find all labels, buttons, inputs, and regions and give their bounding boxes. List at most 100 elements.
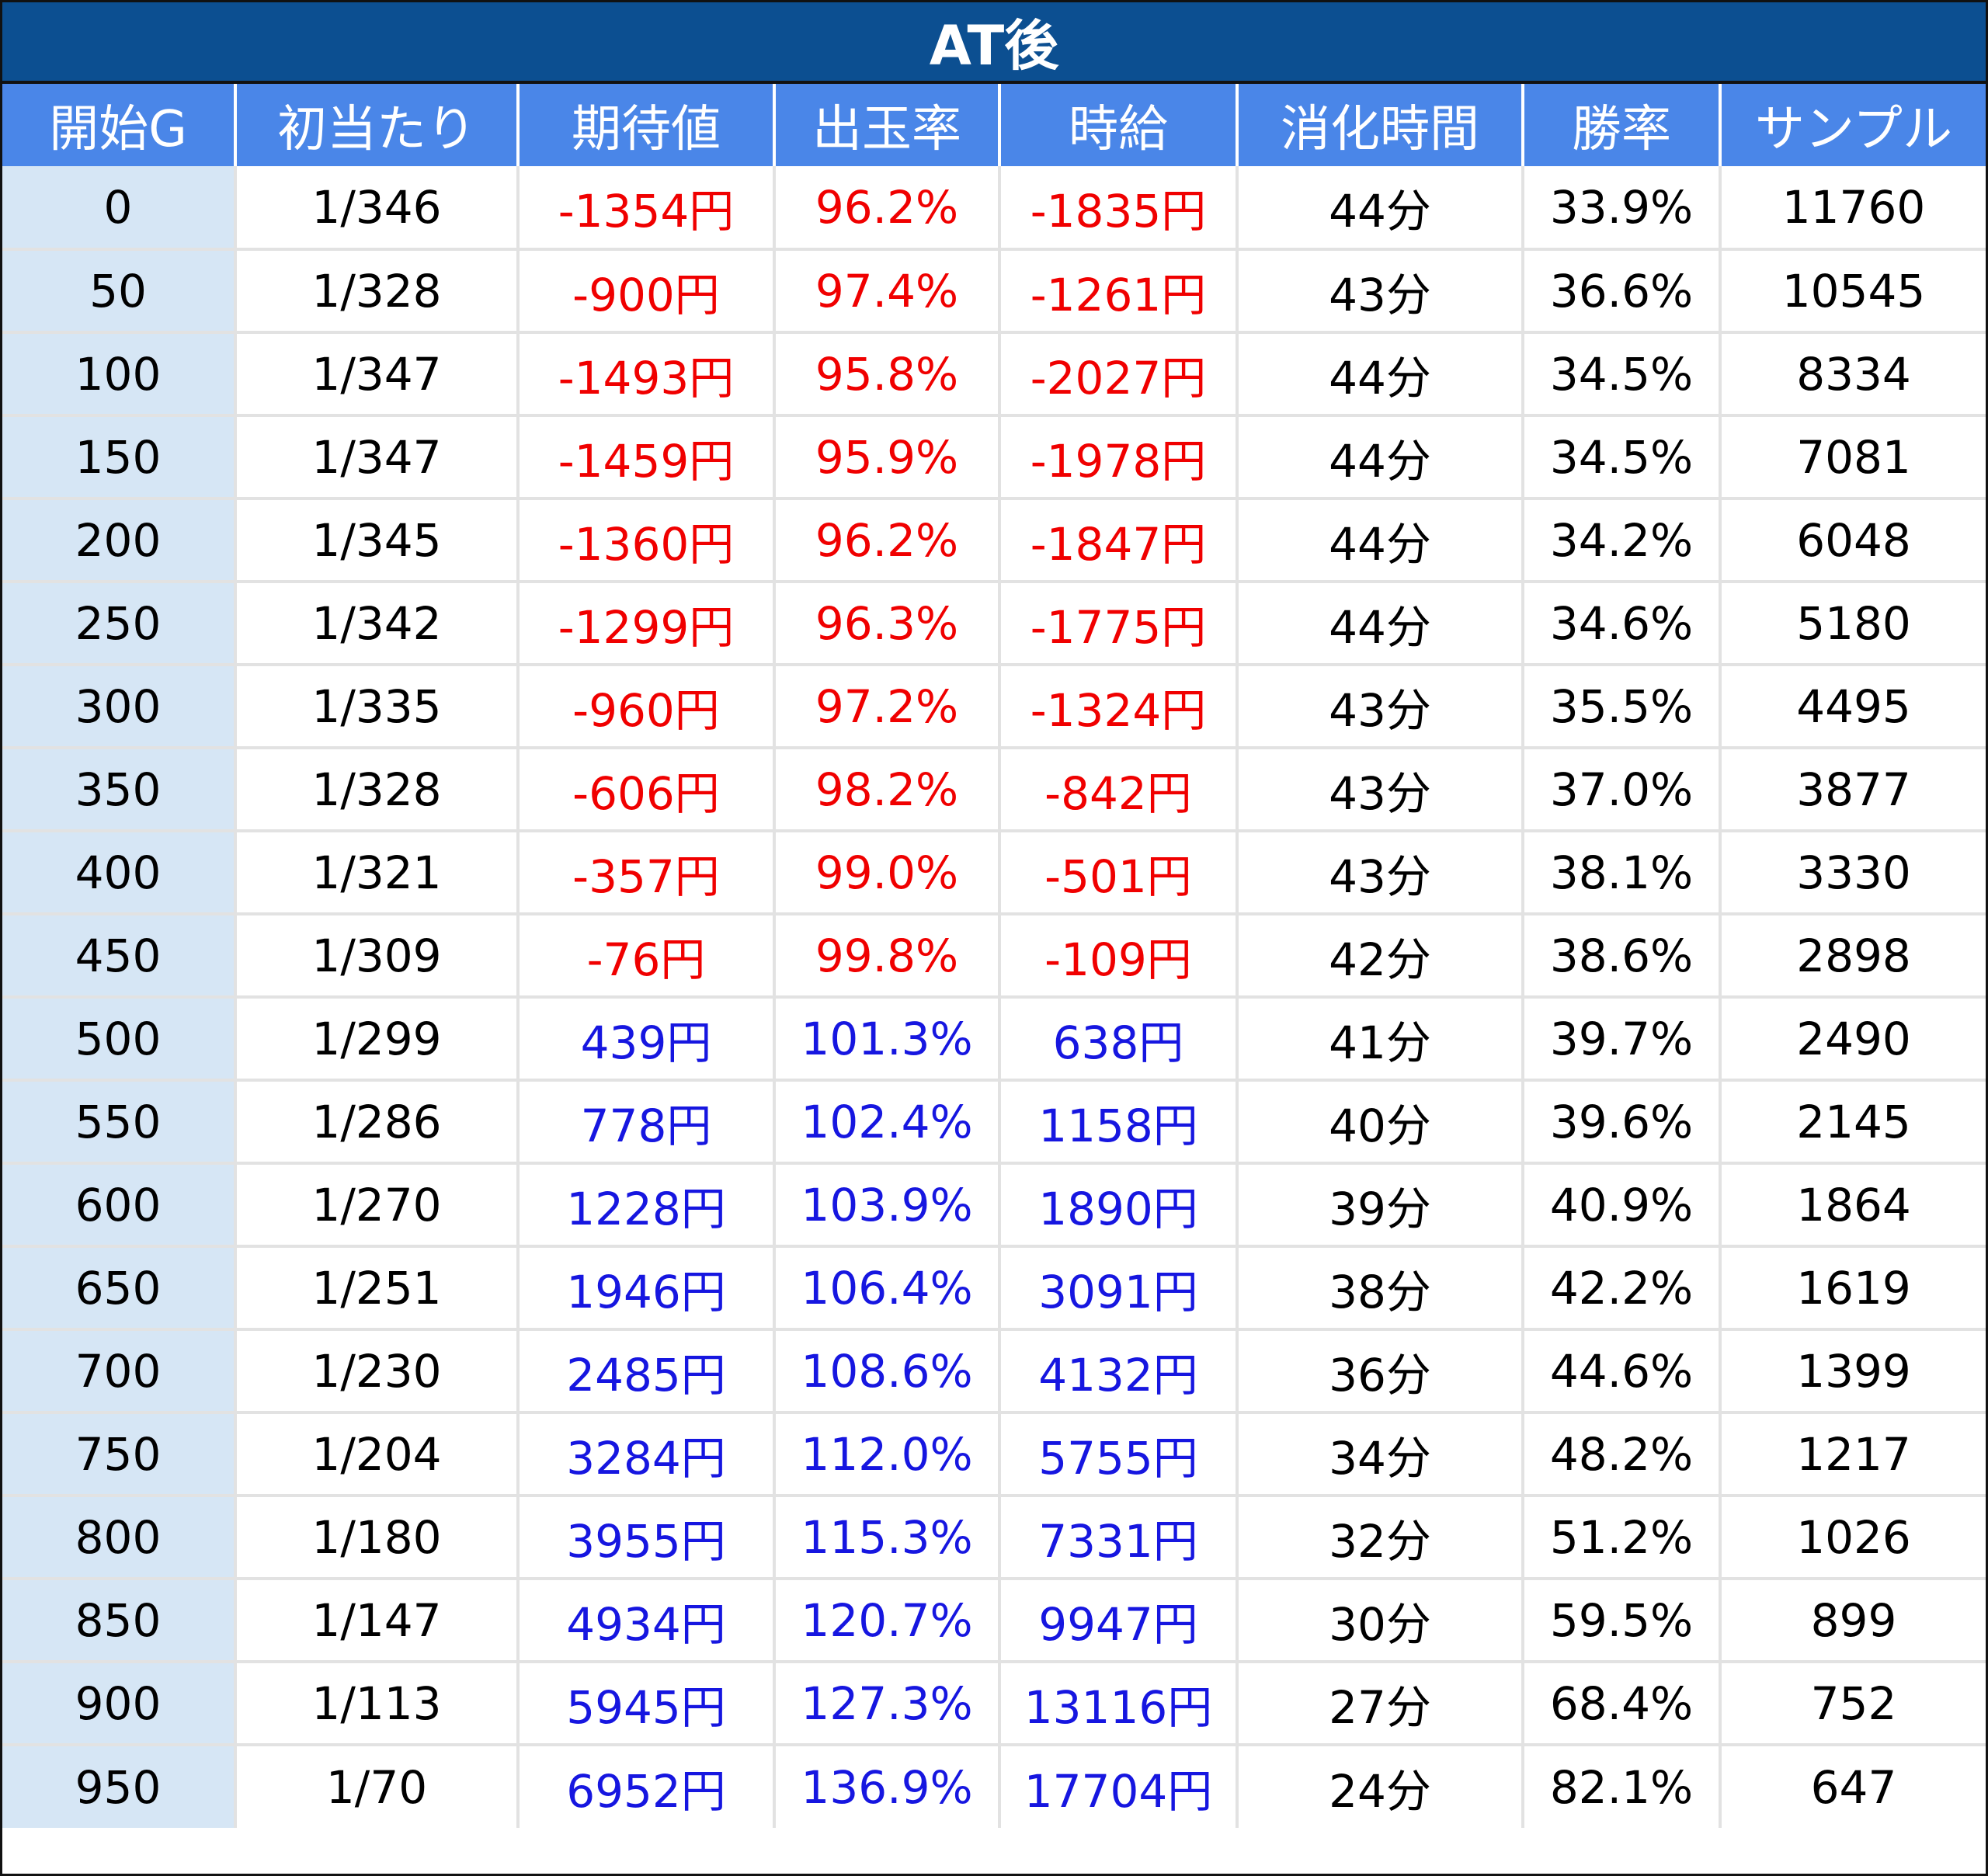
table-cell: 43分 — [1236, 663, 1523, 748]
table-cell: 27分 — [1236, 1660, 1523, 1745]
table-cell: 34.2% — [1521, 497, 1720, 582]
table-cell: 899 — [1719, 1577, 1986, 1662]
table-cell: -1261円 — [998, 248, 1237, 332]
table-cell: 34.5% — [1521, 414, 1720, 499]
table-cell: 38.1% — [1521, 829, 1720, 914]
table-cell: 32分 — [1236, 1494, 1523, 1579]
table-cell: 13116円 — [998, 1660, 1237, 1745]
table-cell: -1324円 — [998, 663, 1237, 748]
start-game-cell: 400 — [2, 829, 235, 914]
table-cell: 34.6% — [1521, 580, 1720, 665]
table-cell: 97.2% — [773, 663, 999, 748]
table-cell: 1026 — [1719, 1494, 1986, 1579]
table-cell: -1835円 — [998, 166, 1237, 249]
table-cell: 44分 — [1236, 580, 1523, 665]
table-cell: 5180 — [1719, 580, 1986, 665]
table-cell: 2145 — [1719, 1079, 1986, 1163]
table-cell: 1158円 — [998, 1079, 1237, 1163]
table-cell: 24分 — [1236, 1743, 1523, 1828]
table-cell: 439円 — [516, 995, 774, 1080]
table-cell: -960円 — [516, 663, 774, 748]
table-cell: 3955円 — [516, 1494, 774, 1579]
table-row: 950 1/70 6952円 136.9% 17704円 24分 82.1% 647 — [2, 1743, 1986, 1828]
start-game-cell: 250 — [2, 580, 235, 665]
table-cell: 1/346 — [234, 166, 518, 249]
column-header: 初当たり — [234, 84, 518, 166]
table-row: 500 1/299 439円 101.3% 638円 41分 39.7% 2490 — [2, 995, 1986, 1080]
table-cell: 1/347 — [234, 414, 518, 499]
table-cell: 1/270 — [234, 1162, 518, 1246]
table-cell: 34分 — [1236, 1411, 1523, 1496]
start-game-cell: 650 — [2, 1245, 235, 1329]
table-cell: 1/321 — [234, 829, 518, 914]
table-cell: 127.3% — [773, 1660, 999, 1745]
table-cell: 35.5% — [1521, 663, 1720, 748]
table-row: 350 1/328 -606円 98.2% -842円 43分 37.0% 3877 — [2, 746, 1986, 831]
table-cell: 106.4% — [773, 1245, 999, 1329]
table-cell: 1/335 — [234, 663, 518, 748]
start-game-cell: 150 — [2, 414, 235, 499]
table-cell: 43分 — [1236, 248, 1523, 332]
table-cell: 1619 — [1719, 1245, 1986, 1329]
table-cell: 43分 — [1236, 746, 1523, 831]
table-cell: 752 — [1719, 1660, 1986, 1745]
start-game-cell: 500 — [2, 995, 235, 1080]
table-cell: 120.7% — [773, 1577, 999, 1662]
table-row: 150 1/347 -1459円 95.9% -1978円 44分 34.5% 7081 — [2, 414, 1986, 499]
table-row: 400 1/321 -357円 99.0% -501円 43分 38.1% 3330 — [2, 829, 1986, 914]
table-cell: 2898 — [1719, 912, 1986, 997]
table-cell: 33.9% — [1521, 166, 1720, 249]
column-header: 時給 — [998, 84, 1237, 166]
table-cell: 34.5% — [1521, 331, 1720, 415]
table-cell: 39.6% — [1521, 1079, 1720, 1163]
table-cell: 1228円 — [516, 1162, 774, 1246]
table-row: 800 1/180 3955円 115.3% 7331円 32分 51.2% 1026 — [2, 1494, 1986, 1579]
table-cell: -1775円 — [998, 580, 1237, 665]
table-cell: -76円 — [516, 912, 774, 997]
table-cell: 8334 — [1719, 331, 1986, 415]
table-cell: -109円 — [998, 912, 1237, 997]
table-cell: 44分 — [1236, 497, 1523, 582]
table-cell: -606円 — [516, 746, 774, 831]
table-cell: 6952円 — [516, 1743, 774, 1828]
table-cell: 1/299 — [234, 995, 518, 1080]
table-body: 0 1/346 -1354円 96.2% -1835円 44分 33.9% 11760 50 1/… — [2, 166, 1986, 1828]
table-cell: 96.3% — [773, 580, 999, 665]
start-game-cell: 450 — [2, 912, 235, 997]
table-cell: 103.9% — [773, 1162, 999, 1246]
table-cell: 6048 — [1719, 497, 1986, 582]
start-game-cell: 50 — [2, 248, 235, 332]
table-cell: 4132円 — [998, 1328, 1237, 1412]
table-cell: 4495 — [1719, 663, 1986, 748]
table-row: 250 1/342 -1299円 96.3% -1775円 44分 34.6% 5180 — [2, 580, 1986, 665]
table-cell: 39分 — [1236, 1162, 1523, 1246]
table-cell: -1354円 — [516, 166, 774, 249]
table-cell: 1/147 — [234, 1577, 518, 1662]
table-cell: 99.0% — [773, 829, 999, 914]
start-game-cell: 100 — [2, 331, 235, 415]
table-cell: 1946円 — [516, 1245, 774, 1329]
column-header: 消化時間 — [1236, 84, 1523, 166]
table-cell: 1217 — [1719, 1411, 1986, 1496]
table-cell: 2485円 — [516, 1328, 774, 1412]
table-cell: 1399 — [1719, 1328, 1986, 1412]
table-cell: -1459円 — [516, 414, 774, 499]
table-cell: -842円 — [998, 746, 1237, 831]
table-cell: 5945円 — [516, 1660, 774, 1745]
table-row: 600 1/270 1228円 103.9% 1890円 39分 40.9% 1864 — [2, 1162, 1986, 1246]
table-cell: 10545 — [1719, 248, 1986, 332]
start-game-cell: 350 — [2, 746, 235, 831]
table-row: 650 1/251 1946円 106.4% 3091円 38分 42.2% 1619 — [2, 1245, 1986, 1329]
table-cell: -357円 — [516, 829, 774, 914]
start-game-cell: 800 — [2, 1494, 235, 1579]
column-header: 開始G — [2, 84, 235, 166]
table-cell: 1/251 — [234, 1245, 518, 1329]
table-row: 550 1/286 778円 102.4% 1158円 40分 39.6% 2145 — [2, 1079, 1986, 1163]
table-cell: 48.2% — [1521, 1411, 1720, 1496]
table-cell: -1299円 — [516, 580, 774, 665]
table-cell: 647 — [1719, 1743, 1986, 1828]
table-cell: 44分 — [1236, 166, 1523, 249]
table-cell: 3091円 — [998, 1245, 1237, 1329]
table-cell: -1978円 — [998, 414, 1237, 499]
